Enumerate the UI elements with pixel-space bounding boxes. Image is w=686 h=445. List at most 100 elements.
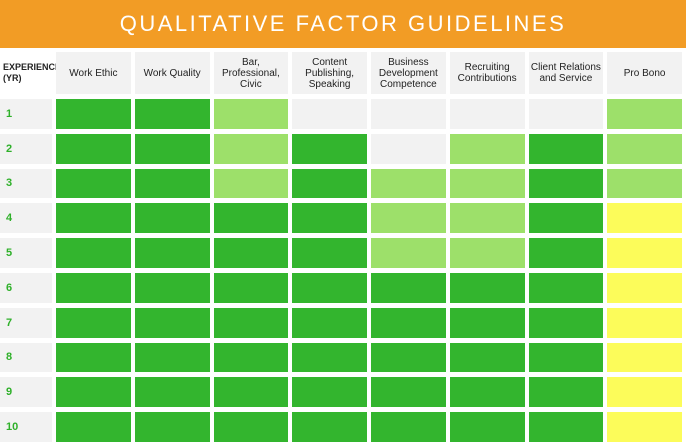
level-cell: [607, 99, 682, 129]
level-cell: [56, 377, 131, 408]
level-cell: [292, 342, 367, 373]
level-cell: [607, 307, 682, 338]
row-label-year: 5: [0, 238, 52, 268]
level-cell: [528, 133, 604, 164]
level-cell: [528, 307, 604, 338]
level-cell: [607, 203, 682, 234]
level-cell: [528, 272, 604, 303]
level-cell: [607, 342, 682, 373]
level-cell: [449, 412, 525, 442]
row-label-year: 7: [0, 307, 52, 338]
level-cell: [213, 168, 289, 199]
level-cell: [371, 238, 446, 268]
level-cell: [292, 412, 367, 442]
level-cell: [449, 377, 525, 408]
level-cell: [292, 168, 367, 199]
level-cell: [528, 412, 604, 442]
level-cell: [528, 203, 604, 234]
header-pro-bono: Pro Bono: [607, 52, 682, 94]
row-label-year: 4: [0, 203, 52, 234]
level-cell: [56, 412, 131, 442]
level-cell: [134, 272, 210, 303]
level-cell: [449, 307, 525, 338]
level-cell: [371, 307, 446, 338]
level-cell: [56, 238, 131, 268]
header-experience: EXPERIENCE (YR): [0, 52, 61, 94]
level-cell: [213, 133, 289, 164]
level-cell: [213, 99, 289, 129]
level-cell: [56, 342, 131, 373]
level-cell: [56, 168, 131, 199]
level-cell: [449, 168, 525, 199]
level-cell: [607, 412, 682, 442]
level-cell: [292, 203, 367, 234]
row-label-year: 1: [0, 99, 52, 129]
level-cell: [56, 203, 131, 234]
level-cell: [134, 99, 210, 129]
header-content-publishing: Content Publishing, Speaking: [292, 52, 367, 94]
level-cell: [292, 272, 367, 303]
level-cell: [371, 377, 446, 408]
guidelines-table: EXPERIENCE (YR) Work Ethic Work Quality …: [0, 52, 686, 445]
level-cell: [213, 307, 289, 338]
header-client-relations: Client Relations and Service: [528, 52, 604, 94]
level-cell: [449, 99, 525, 129]
level-cell: [292, 377, 367, 408]
level-cell: [292, 238, 367, 268]
row-label-year: 2: [0, 133, 52, 164]
level-cell: [292, 99, 367, 129]
level-cell: [528, 377, 604, 408]
level-cell: [213, 238, 289, 268]
level-cell: [371, 272, 446, 303]
level-cell: [134, 342, 210, 373]
level-cell: [56, 133, 131, 164]
level-cell: [607, 168, 682, 199]
level-cell: [292, 307, 367, 338]
level-cell: [528, 99, 604, 129]
level-cell: [134, 412, 210, 442]
level-cell: [213, 272, 289, 303]
level-cell: [213, 203, 289, 234]
level-cell: [607, 377, 682, 408]
header-work-quality: Work Quality: [134, 52, 210, 94]
level-cell: [528, 342, 604, 373]
level-cell: [449, 203, 525, 234]
level-cell: [607, 272, 682, 303]
level-cell: [134, 307, 210, 338]
level-cell: [371, 412, 446, 442]
level-cell: [528, 238, 604, 268]
level-cell: [371, 133, 446, 164]
level-cell: [449, 133, 525, 164]
header-bar-professional-civic: Bar, Professional, Civic: [213, 52, 289, 94]
header-recruiting: Recruiting Contributions: [449, 52, 525, 94]
row-label-year: 9: [0, 377, 52, 408]
header-business-development: Business Development Competence: [371, 52, 446, 94]
level-cell: [213, 412, 289, 442]
level-cell: [528, 168, 604, 199]
level-cell: [449, 238, 525, 268]
row-label-year: 10: [0, 412, 52, 442]
level-cell: [371, 342, 446, 373]
level-cell: [292, 133, 367, 164]
level-cell: [134, 133, 210, 164]
level-cell: [213, 342, 289, 373]
row-label-year: 8: [0, 342, 52, 373]
header-work-ethic: Work Ethic: [56, 52, 131, 94]
level-cell: [56, 99, 131, 129]
level-cell: [371, 203, 446, 234]
level-cell: [134, 238, 210, 268]
row-label-year: 6: [0, 272, 52, 303]
level-cell: [134, 168, 210, 199]
level-cell: [134, 377, 210, 408]
level-cell: [371, 168, 446, 199]
level-cell: [371, 99, 446, 129]
level-cell: [134, 203, 210, 234]
page-title: QUALITATIVE FACTOR GUIDELINES: [119, 11, 567, 36]
level-cell: [607, 133, 682, 164]
level-cell: [213, 377, 289, 408]
title-banner: QUALITATIVE FACTOR GUIDELINES: [0, 0, 686, 48]
level-cell: [449, 342, 525, 373]
level-cell: [607, 238, 682, 268]
row-label-year: 3: [0, 168, 52, 199]
level-cell: [56, 307, 131, 338]
